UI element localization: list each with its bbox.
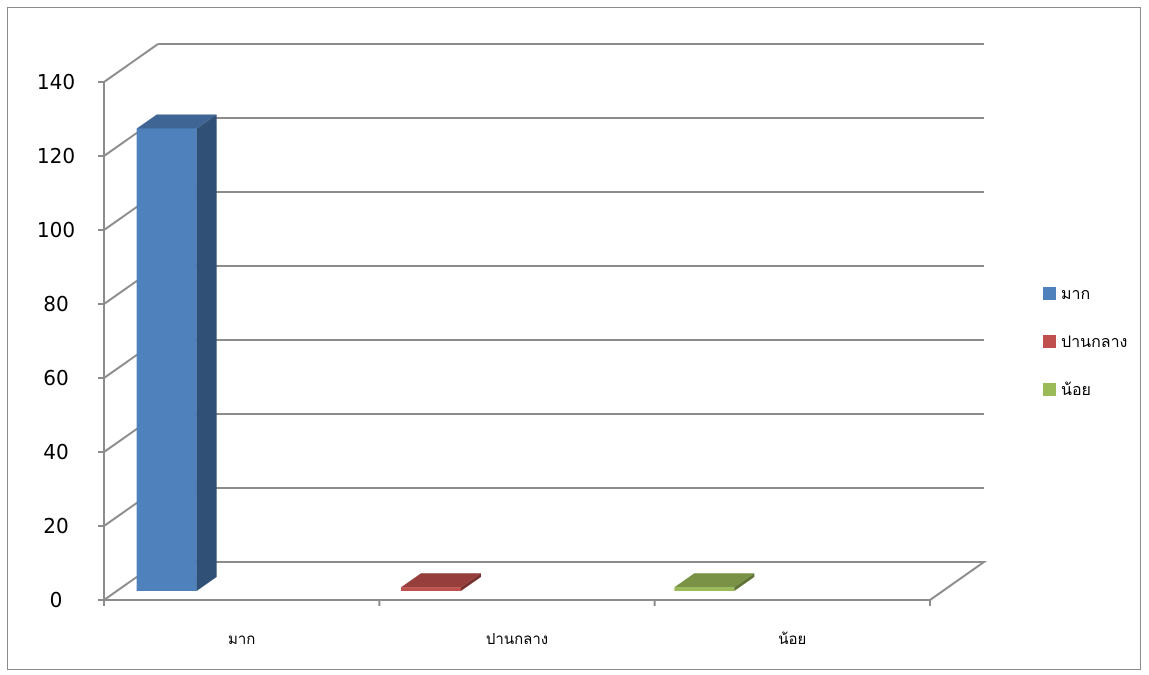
x-tick-labels: มาก ปานกลาง น้อย <box>228 630 806 648</box>
x-tick-label: มาก <box>228 630 255 648</box>
bar-side <box>734 573 755 591</box>
legend-swatch <box>1043 335 1056 348</box>
axes <box>98 81 988 606</box>
y-tick-label: 40 <box>43 440 68 464</box>
x-tick-label: น้อย <box>778 630 806 648</box>
y-tick-label: 120 <box>37 144 75 168</box>
legend-label: น้อย <box>1061 380 1091 399</box>
y-tick-labels: 0 20 40 60 80 100 120 140 <box>37 70 75 612</box>
bar-ปานกลาง <box>401 573 481 591</box>
bar-front <box>136 128 197 591</box>
legend-label: ปานกลาง <box>1061 332 1127 351</box>
bar-top <box>401 573 481 588</box>
y-tick-label: 60 <box>43 366 68 390</box>
bar-น้อย <box>674 573 755 591</box>
y-tick-label: 80 <box>43 292 68 316</box>
y-tick-label: 140 <box>37 70 75 94</box>
legend-label: มาก <box>1061 284 1090 303</box>
bar-side <box>196 114 217 591</box>
bar-side <box>461 573 481 591</box>
legend-swatch <box>1043 287 1056 300</box>
bar-มาก <box>136 114 217 591</box>
legend-swatch <box>1043 383 1056 396</box>
bar-top <box>674 573 755 588</box>
y-tick-label: 0 <box>50 588 63 612</box>
gridline-side <box>103 43 159 83</box>
bars <box>136 114 755 591</box>
gridlines <box>103 43 984 527</box>
bar-front <box>674 587 735 591</box>
bar-top <box>136 114 217 129</box>
floor-outline <box>103 561 988 601</box>
bar-front <box>401 587 461 591</box>
x-tick-label: ปานกลาง <box>486 630 548 648</box>
y-tick-label: 100 <box>37 218 75 242</box>
y-tick-label: 20 <box>43 514 68 538</box>
